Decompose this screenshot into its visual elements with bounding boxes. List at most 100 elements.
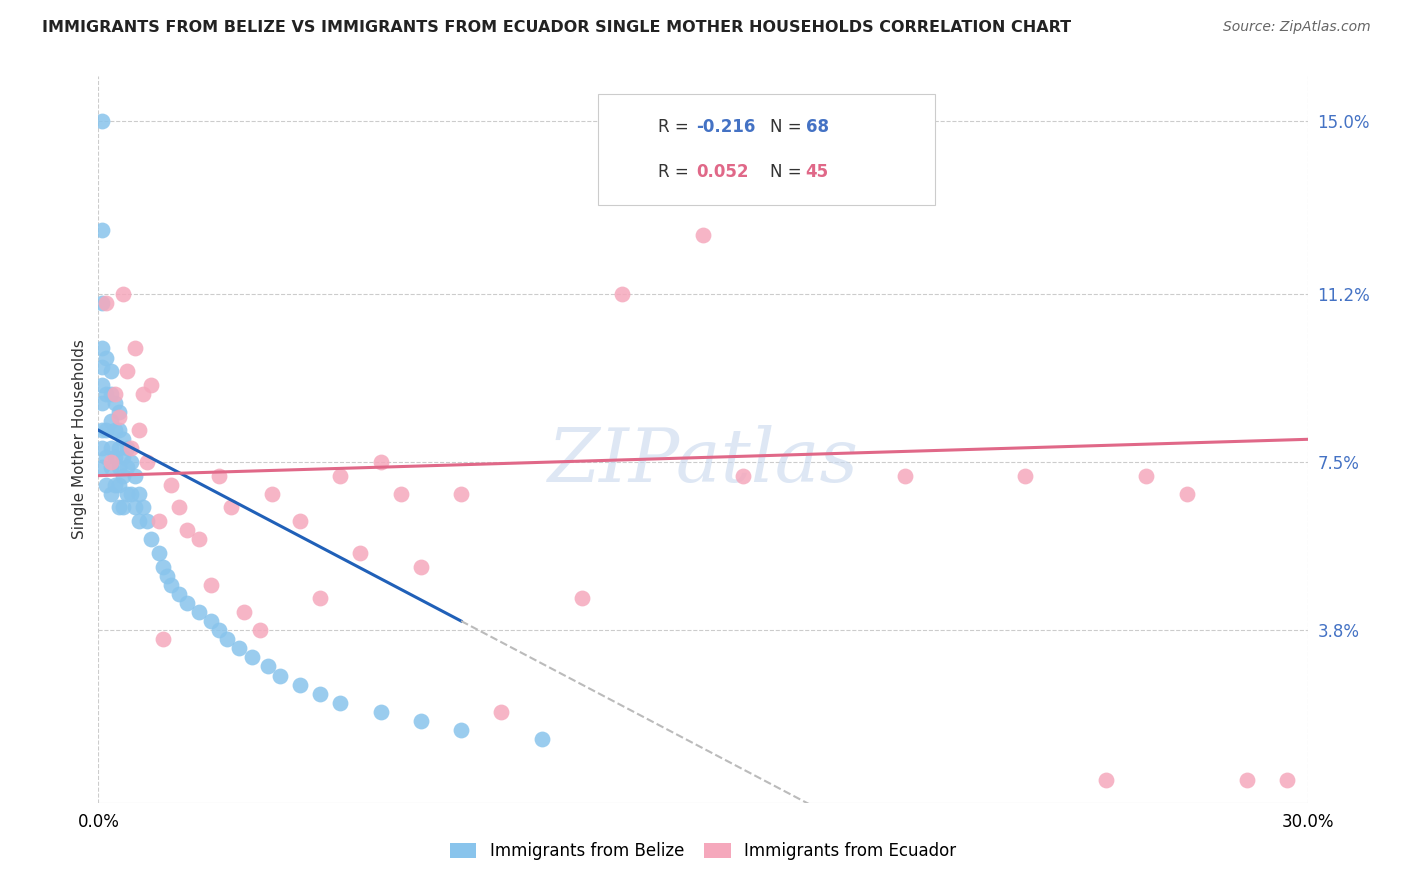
Point [772, 136, 794, 151]
Point [612, 286, 634, 301]
Text: 68: 68 [806, 118, 828, 136]
Point [156, 568, 179, 582]
Point [107, 409, 129, 424]
Point [135, 455, 157, 469]
Point [107, 423, 129, 437]
Point [100, 414, 122, 428]
Point [349, 546, 371, 560]
Text: N =: N = [770, 163, 807, 181]
Point [128, 487, 150, 501]
Point [91, 296, 114, 310]
Point [96, 450, 118, 465]
Text: R =: R = [658, 163, 695, 181]
Text: N =: N = [770, 118, 807, 136]
Point [120, 442, 142, 456]
Point [107, 459, 129, 474]
Point [188, 605, 211, 619]
Y-axis label: Single Mother Households: Single Mother Households [72, 339, 87, 540]
Point [91, 377, 114, 392]
Text: R =: R = [658, 118, 695, 136]
Point [1095, 773, 1118, 788]
Point [260, 487, 283, 501]
Point [91, 396, 114, 410]
Point [132, 500, 155, 515]
Point [115, 487, 138, 501]
Point [96, 423, 118, 437]
Text: ZIPatlas: ZIPatlas [547, 425, 859, 498]
Point [288, 514, 311, 528]
Point [309, 687, 332, 701]
Point [228, 641, 250, 656]
Point [288, 678, 311, 692]
Point [111, 432, 134, 446]
Point [370, 705, 392, 719]
Point [176, 596, 198, 610]
Point [91, 359, 114, 374]
Point [148, 514, 170, 528]
Point [530, 732, 553, 747]
Point [132, 387, 155, 401]
Point [148, 546, 170, 560]
Point [100, 455, 122, 469]
Point [160, 578, 183, 592]
Point [128, 514, 150, 528]
Point [115, 459, 138, 474]
Point [91, 459, 114, 474]
Point [1236, 773, 1258, 788]
Point [111, 500, 134, 515]
Point [100, 364, 122, 378]
Point [160, 477, 183, 491]
Point [103, 423, 125, 437]
Point [103, 387, 125, 401]
Point [100, 442, 122, 456]
Text: Source: ZipAtlas.com: Source: ZipAtlas.com [1223, 20, 1371, 34]
Point [1175, 487, 1198, 501]
Point [100, 387, 122, 401]
Point [107, 442, 129, 456]
Point [329, 696, 352, 710]
Point [167, 500, 190, 515]
Point [91, 423, 114, 437]
Point [200, 578, 222, 592]
Point [96, 387, 118, 401]
Point [115, 364, 138, 378]
Point [1135, 468, 1157, 483]
Point [571, 591, 593, 606]
Point [135, 514, 157, 528]
Point [269, 668, 291, 682]
Point [91, 442, 114, 456]
Point [115, 442, 138, 456]
Point [409, 559, 432, 574]
Point [100, 459, 122, 474]
Point [893, 468, 915, 483]
Point [103, 396, 125, 410]
Point [91, 223, 114, 237]
Point [103, 477, 125, 491]
Point [91, 114, 114, 128]
Point [208, 468, 231, 483]
Point [96, 351, 118, 365]
Point [217, 632, 239, 647]
Point [128, 423, 150, 437]
Point [450, 487, 472, 501]
Point [329, 468, 352, 483]
Point [309, 591, 332, 606]
Point [124, 342, 146, 356]
Point [124, 500, 146, 515]
Point [370, 455, 392, 469]
Point [409, 714, 432, 728]
Point [120, 455, 142, 469]
Point [188, 533, 211, 547]
Point [107, 405, 129, 419]
Text: IMMIGRANTS FROM BELIZE VS IMMIGRANTS FROM ECUADOR SINGLE MOTHER HOUSEHOLDS CORRE: IMMIGRANTS FROM BELIZE VS IMMIGRANTS FRO… [42, 20, 1071, 35]
Text: 0.052: 0.052 [696, 163, 748, 181]
Point [256, 659, 278, 673]
Point [176, 523, 198, 537]
Point [111, 450, 134, 465]
Point [107, 477, 129, 491]
Point [232, 605, 254, 619]
Point [167, 587, 190, 601]
Point [200, 614, 222, 628]
Point [240, 650, 263, 665]
Point [107, 500, 129, 515]
